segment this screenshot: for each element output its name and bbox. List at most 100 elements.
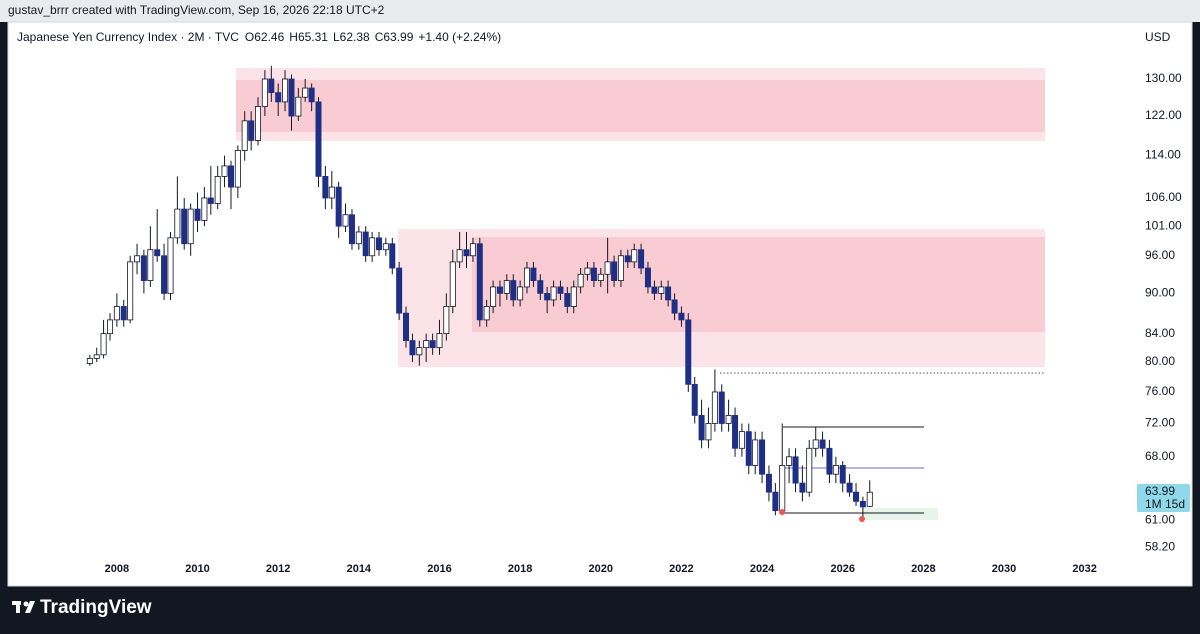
candle-body [423,340,430,349]
legend-l: L [333,30,340,44]
candle-body [248,120,255,141]
y-tick-label: 130.00 [1145,71,1182,85]
candle-body [503,280,510,294]
candle-body [483,306,490,321]
candle-body [107,319,114,335]
legend-h: H [289,30,298,44]
candle-body [799,482,806,493]
candle-body [147,249,154,281]
candle-body [335,186,342,227]
footer-logo: TradingView [40,597,152,618]
candle-body [127,261,134,321]
x-tick-label: 2022 [669,563,693,575]
x-tick-label: 2018 [508,563,532,575]
candle-body [698,415,705,441]
candle-body [705,423,712,441]
candle-body [187,208,194,245]
zone-core [236,80,1045,132]
candle-body [859,500,866,508]
x-tick-label: 2020 [589,563,613,575]
candle-body [174,208,181,239]
axes: 130.00 122.00 114.00 106.00 101.00 96.00 90.00… [105,71,1182,575]
x-tick-label: 2016 [427,563,451,575]
y-tick-label: 114.00 [1145,148,1181,162]
candle-body [100,333,107,356]
candle-body [651,286,658,294]
x-tick-label: 2014 [347,563,372,575]
candle-body [348,214,355,245]
candle-body [806,447,813,493]
candle-body [315,101,322,177]
candle-body [658,286,665,294]
candle-body [389,243,396,269]
legend-change: +1.40 (+2.24%) [418,30,501,44]
candle-body [590,267,597,281]
target-box [862,508,938,520]
candle-body [564,292,571,307]
candle-body [382,243,389,251]
candle-body [463,249,470,257]
y-tick-label: 122.00 [1145,108,1182,122]
candle-body [832,465,839,475]
candle-body [738,431,745,449]
candle-body [826,447,833,475]
candle-body [812,439,819,449]
y-tick-label: 61.00 [1145,512,1175,526]
candle-body [86,358,93,364]
candle-body [221,165,228,177]
candle-body [611,261,618,281]
candle-body [846,482,853,493]
candles [86,65,873,519]
candle-body [369,237,376,257]
candle-body [207,197,214,204]
candle-body [288,78,295,117]
candle-body [725,415,732,424]
legend-o: O [245,30,254,44]
candle-body [261,78,268,107]
legend-c-value: 63.99 [383,30,413,44]
candle-body [227,165,234,188]
candle-body [241,120,248,151]
candle-body [308,87,315,103]
candle-body [268,78,275,94]
candle-body [819,439,826,449]
candle-body [786,456,793,466]
candle-body [362,231,369,257]
candle-body [617,255,624,281]
candle-body [295,96,302,117]
candle-body [759,439,766,475]
candle-body [409,340,416,356]
y-tick-label: 106.00 [1145,190,1182,204]
candle-body [792,456,799,484]
y-tick-label: 80.00 [1145,354,1175,368]
x-tick-label: 2010 [185,563,209,575]
candle-body [496,286,503,294]
x-tick-label: 2026 [830,563,854,575]
candle-body [711,391,718,424]
candle-body [214,175,221,204]
x-tick-label: 2024 [750,563,775,575]
candle-body [638,249,645,269]
candle-body [779,465,786,512]
candle-body [255,106,262,141]
candle-body [234,150,241,188]
legend-title: Japanese Yen Currency Index · 2M · TVC [17,30,239,44]
logo-icon [12,601,35,613]
candle-body [490,286,497,307]
candle-body [853,491,860,502]
y-tick-label: 101.00 [1145,218,1182,232]
price-label [1137,484,1190,512]
candle-body [765,473,772,493]
zone-core [472,237,1045,332]
x-tick-label: 2008 [105,563,129,575]
candle-body [328,186,335,199]
candle-body [732,415,739,449]
candle-body [181,208,188,245]
candle-body [194,208,201,221]
candle-body [523,267,530,288]
candle-body [604,261,611,275]
candle-body [93,354,100,359]
x-tick-label: 2028 [911,563,935,575]
